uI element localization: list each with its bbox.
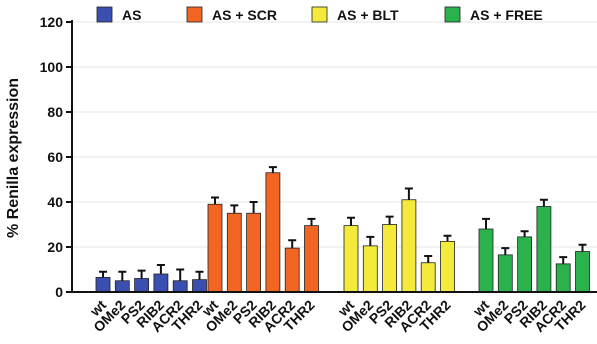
legend-swatch	[444, 6, 461, 23]
y-tick-label: 40	[47, 194, 63, 210]
bar	[517, 236, 532, 293]
bar	[497, 254, 513, 293]
bar	[192, 279, 207, 293]
bar	[401, 199, 417, 293]
legend-swatch	[311, 6, 328, 23]
y-tick-label: 60	[47, 149, 63, 165]
bar	[575, 251, 590, 293]
bar	[440, 240, 455, 293]
grid-lines	[72, 21, 597, 248]
axes: 0 20 40 60 80 100 120	[40, 14, 597, 300]
legend-label: AS	[122, 7, 141, 23]
bar	[153, 273, 169, 293]
legend-label: AS + SCR	[212, 7, 277, 23]
bar	[207, 203, 223, 293]
bar	[226, 212, 242, 293]
bar	[362, 245, 378, 293]
legend-label: AS + FREE	[470, 7, 543, 23]
bar	[382, 224, 398, 293]
bar	[343, 225, 359, 293]
y-tick-label: 120	[40, 14, 64, 30]
bar	[172, 280, 188, 293]
bar	[95, 276, 111, 293]
bar	[478, 228, 494, 293]
bar	[246, 212, 262, 293]
y-tick-label: 0	[55, 284, 63, 300]
legend-swatch	[96, 6, 113, 23]
bar	[284, 247, 300, 293]
bar	[555, 263, 571, 293]
bars	[95, 166, 590, 293]
bar	[304, 225, 319, 293]
legend-label: AS + BLT	[337, 7, 399, 23]
category-labels: wtOMe2PS2RIB2ACR2THR2wtOMe2PS2RIB2ACR2TH…	[86, 297, 589, 336]
legend-swatch	[186, 6, 203, 23]
y-axis-title: % Renilla expression	[5, 78, 22, 238]
bar	[420, 262, 436, 293]
bar	[265, 172, 281, 293]
y-tick-label: 20	[47, 239, 63, 255]
bar	[114, 280, 130, 293]
bar	[134, 278, 150, 293]
y-tick-label: 100	[40, 59, 64, 75]
y-tick-label: 80	[47, 104, 63, 120]
bar	[536, 206, 552, 293]
legend: AS AS + SCR AS + BLT AS + FREE	[96, 6, 543, 23]
